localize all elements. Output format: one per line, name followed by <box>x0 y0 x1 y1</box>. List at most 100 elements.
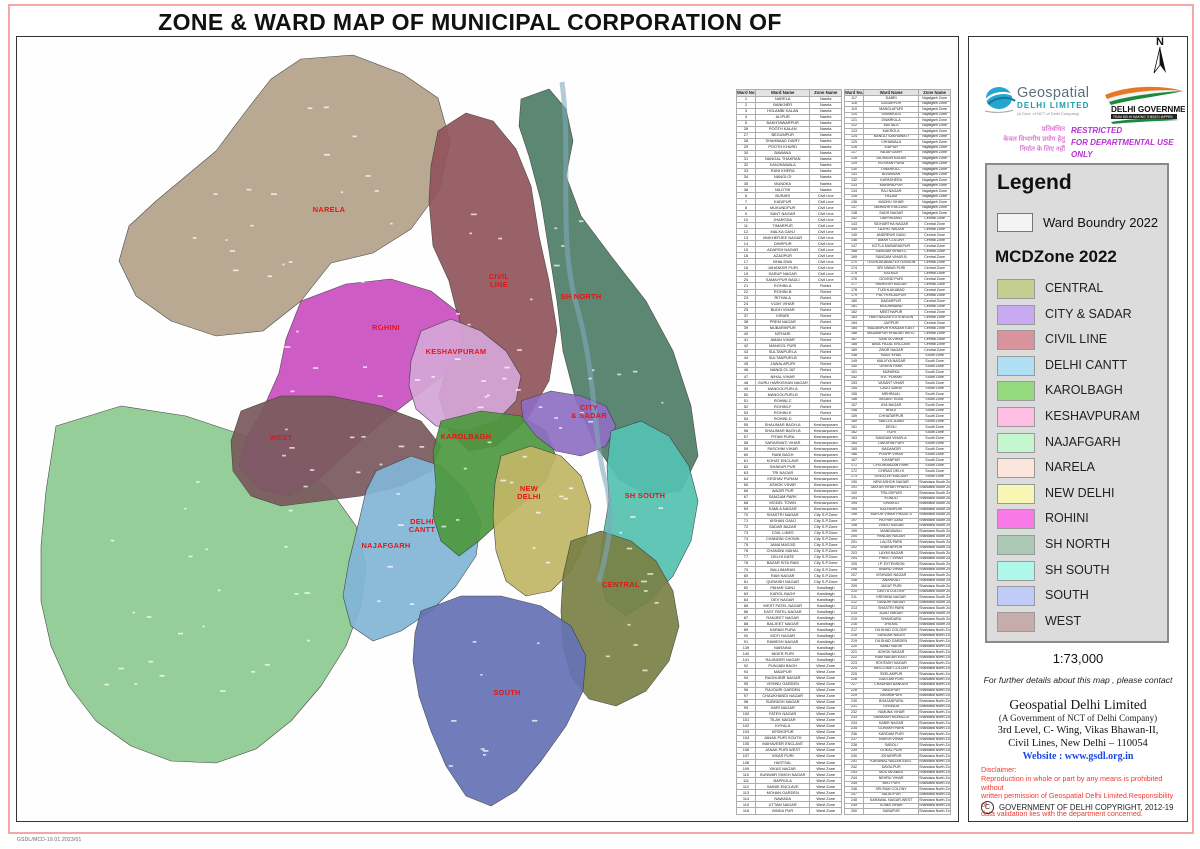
legend-zone-label: NEW DELHI <box>1045 485 1115 500</box>
table-row: 140 INDER PURI Karolbagh <box>736 650 842 658</box>
map-canvas: NAJAFGARH NARELA SH NORTH CIVIL LINE ROHINI KE… <box>40 54 699 807</box>
ward-label-speck <box>469 232 472 235</box>
table-cell: West Zone <box>809 764 842 773</box>
legend-zone-row: KESHAVPURAM <box>997 405 1161 431</box>
legend-zone-swatch <box>997 279 1035 299</box>
table-row: 32 KANJHAWALA Narela <box>736 161 842 169</box>
table-cell: West Zone <box>809 752 842 760</box>
ward-label-speck <box>303 485 308 488</box>
ward-label-speck <box>282 263 285 266</box>
ward-label-speck <box>641 243 645 245</box>
ward-label-speck <box>134 683 138 685</box>
table-cell: 31 <box>736 155 756 163</box>
table-row: 34 NANGLOI Narela <box>736 173 842 181</box>
legend-zone-row: NARELA <box>997 456 1161 482</box>
table-cell: Civil Line <box>809 222 842 230</box>
table-row: 97 CHAUKHANDI NAGAR West Zone <box>736 692 842 700</box>
legend-zone-row: NEW DELHI <box>997 482 1161 508</box>
table-cell: Civil Line <box>809 216 842 224</box>
ward-label-speck <box>250 224 254 227</box>
table-cell: KUNWAR SINGH NAGAR <box>754 771 811 779</box>
legend-zone-swatch <box>997 534 1035 555</box>
ward-label-speck <box>289 447 295 449</box>
table-cell: 111 <box>736 777 756 785</box>
mcdzone-title: MCDZone 2022 <box>995 247 1117 266</box>
ward-label-speck <box>633 644 638 646</box>
table-cell: VISHNU GARDEN <box>754 680 811 688</box>
table-cell: 30 <box>736 149 756 157</box>
table-cell: Civil Line <box>809 204 842 212</box>
yamuna-river <box>559 81 613 583</box>
table-cell: KAROL BAGH <box>754 590 811 598</box>
table-cell: WEST PATEL NAGAR <box>754 602 811 610</box>
table-cell: City S.P.Zone <box>809 565 842 573</box>
ward-label-speck <box>270 193 277 195</box>
ward-label-speck <box>545 561 551 564</box>
ward-label-speck <box>451 720 457 722</box>
table-cell: 91 <box>736 638 756 646</box>
table-cell: 78 <box>736 559 756 567</box>
ward-label-speck <box>184 507 187 510</box>
ward-table-left: Ward No. Ward Name Zone Name 1 NARELA Narela 2… <box>736 89 842 815</box>
table-cell: Civil Line <box>809 210 842 218</box>
legend-zone-swatch <box>997 432 1035 453</box>
ward-label-speck <box>285 428 288 431</box>
ward-label-speck <box>502 377 507 380</box>
ward-label-speck <box>538 406 543 408</box>
ward-label-speck <box>632 370 638 373</box>
table-cell: Civil Line <box>809 246 842 254</box>
ward-label-speck <box>500 479 507 482</box>
table-row: 28 SHAHBAAD DAIRY Narela <box>736 137 842 145</box>
delhi-zone-map: NAJAFGARH NARELA SH NORTH CIVIL LINE ROHINI KE… <box>16 36 959 822</box>
legend-zone-swatch <box>997 406 1035 427</box>
ward-label-speck <box>554 417 558 419</box>
table-cell: 32 <box>736 161 756 169</box>
table-cell: City S.P.Zone <box>809 523 842 531</box>
ward-label-speck <box>246 188 252 191</box>
ward-label-speck <box>148 660 154 663</box>
table-cell: 85 <box>736 602 756 610</box>
table-row: 73 CIVIL LINES City S.P.Zone <box>736 529 842 537</box>
ward-label-speck <box>619 531 622 534</box>
table-cell: 11 <box>736 222 756 230</box>
table-cell: West Zone <box>809 795 842 803</box>
ward-label-speck <box>631 164 635 166</box>
table-row: 94 RAGHUBIR NAGAR West Zone <box>736 674 842 682</box>
table-cell: Karolbagh <box>809 644 842 652</box>
table-row: 33 RANI KHERA Narela <box>736 167 842 175</box>
ward-label-speck <box>559 427 562 429</box>
table-cell: MADIPUR <box>754 668 811 676</box>
ward-label-speck <box>199 123 204 125</box>
svg-text:N: N <box>1156 36 1164 48</box>
company-website-link[interactable]: Website : www.gsdl.org.in <box>1022 751 1134 762</box>
table-cell: West Zone <box>809 746 842 754</box>
table-row: 106 JANAK PURI WEST West Zone <box>736 746 842 754</box>
ward-label-speck <box>463 467 467 470</box>
table-cell: Narela <box>809 155 842 163</box>
delhi-govt-text: DELHI GOVERNMENT <box>1111 105 1185 114</box>
table-cell: 115 <box>736 801 756 809</box>
table-cell: 114 <box>736 795 756 803</box>
table-cell: BAWANA <box>754 149 811 157</box>
table-row: 90 MOTI NAGAR Karolbagh <box>736 632 842 640</box>
ward-label-speck <box>630 516 636 518</box>
copyright-text: GOVERNMENT OF DELHI COPYRIGHT, 2012-19 <box>999 803 1174 812</box>
table-cell: Civil Line <box>809 228 842 236</box>
ward-label-speck <box>251 671 256 673</box>
zone-polygon-south <box>412 595 587 807</box>
ward-label-speck <box>487 441 492 444</box>
table-cell: Narela <box>809 161 842 169</box>
table-cell: 116 <box>736 807 756 815</box>
table-cell: West Zone <box>809 674 842 682</box>
table-cell: Narela <box>809 137 842 145</box>
zone-map-label: DELHI CANTT <box>409 517 436 534</box>
table-row: 105 MAHAVEER ENCLAVE West Zone <box>736 740 842 748</box>
ward-label-speck <box>217 589 221 592</box>
ward-label-speck <box>267 275 272 278</box>
table-cell: West Zone <box>809 716 842 724</box>
table-cell: Karolbagh <box>809 656 842 664</box>
ward-label-speck <box>516 389 521 391</box>
ward-label-speck <box>205 548 208 551</box>
table-row: 139 NARAINA Karolbagh <box>736 644 842 652</box>
zone-map-label: KAROLBAGH <box>441 432 492 441</box>
